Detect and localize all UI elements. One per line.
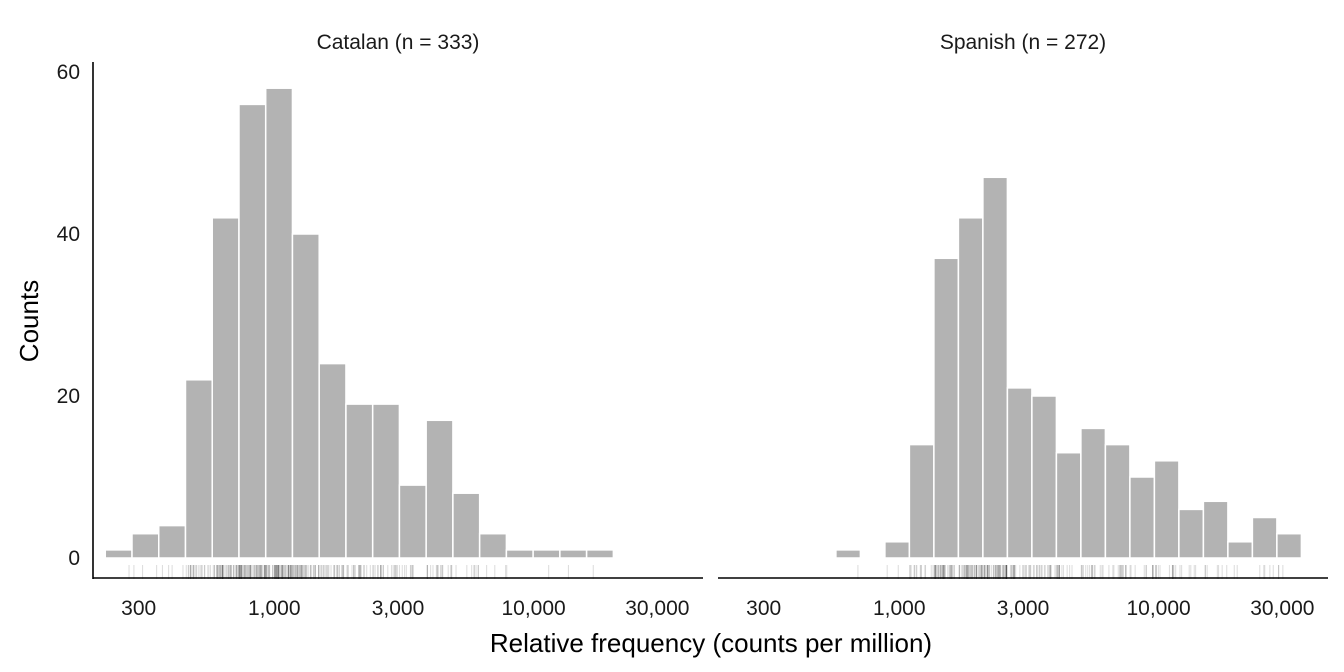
histogram-bar xyxy=(264,87,294,559)
histogram-bar xyxy=(131,532,160,559)
histogram-bar xyxy=(505,549,534,559)
x-tick-label: 300 xyxy=(746,597,781,620)
x-tick-label: 1,000 xyxy=(873,597,926,620)
y-tick-label: 0 xyxy=(68,547,80,570)
panel-title: Spanish (n = 272) xyxy=(940,31,1106,54)
y-axis-title: Counts xyxy=(14,280,44,362)
histogram-bar xyxy=(1080,427,1107,559)
x-tick-label: 3,000 xyxy=(997,597,1050,620)
histogram-bar xyxy=(1153,460,1180,559)
y-tick-label: 40 xyxy=(57,223,80,246)
y-tick-label: 60 xyxy=(57,61,80,84)
histogram-bar xyxy=(1104,443,1131,559)
histogram-bar xyxy=(1251,516,1278,559)
histogram-bar xyxy=(1006,387,1033,559)
histogram-bar xyxy=(1031,395,1058,559)
x-axis-title: Relative frequency (counts per million) xyxy=(490,628,932,658)
histogram-bar xyxy=(532,549,561,559)
histogram-bar xyxy=(1178,508,1205,559)
panel-spanish: Spanish (n = 272) 300 1,000 3,000 10,000 30,0… xyxy=(718,31,1328,620)
x-tick-label: 300 xyxy=(121,597,156,620)
histogram-bar xyxy=(835,549,862,559)
histogram-bar xyxy=(957,217,984,559)
histogram-bar xyxy=(908,443,935,559)
histogram-bar xyxy=(1202,500,1229,559)
histogram-bar xyxy=(211,217,240,559)
histogram-bar xyxy=(559,549,588,559)
histogram-bar xyxy=(398,484,427,559)
facet-panels: 0 20 40 60 Catalan (n = 333) 300 1,000 3,000 10,… xyxy=(57,31,1328,620)
histogram-bar xyxy=(345,403,374,559)
histogram-bar xyxy=(1276,532,1303,559)
histogram-bar xyxy=(318,362,347,559)
histogram-bar xyxy=(1227,541,1254,559)
histogram-bar xyxy=(157,524,187,559)
histogram-bar xyxy=(371,403,401,559)
panel-title: Catalan (n = 333) xyxy=(317,31,480,54)
histogram-bar xyxy=(104,549,133,559)
histogram-bar xyxy=(884,541,911,559)
histogram-bar xyxy=(184,379,213,559)
x-tick-label: 10,000 xyxy=(1126,597,1190,620)
histogram-bar xyxy=(478,532,508,559)
x-tick-label: 10,000 xyxy=(501,597,565,620)
histogram-bar xyxy=(238,103,267,559)
histogram-bar xyxy=(1129,476,1156,559)
histogram-bar xyxy=(425,419,454,559)
histogram-bar xyxy=(585,549,615,559)
y-tick-label: 20 xyxy=(57,385,80,408)
x-tick-label: 30,000 xyxy=(625,597,689,620)
histogram-bar xyxy=(291,233,320,559)
x-tick-label: 1,000 xyxy=(248,597,301,620)
x-tick-label: 3,000 xyxy=(372,597,425,620)
histogram-bar xyxy=(1055,451,1082,559)
histogram-bar xyxy=(452,492,481,559)
x-tick-label: 30,000 xyxy=(1250,597,1314,620)
histogram-bar xyxy=(982,176,1009,559)
panel-catalan: Catalan (n = 333) 300 1,000 3,000 10,000 30,0… xyxy=(93,31,703,620)
histogram-bar xyxy=(933,257,960,559)
